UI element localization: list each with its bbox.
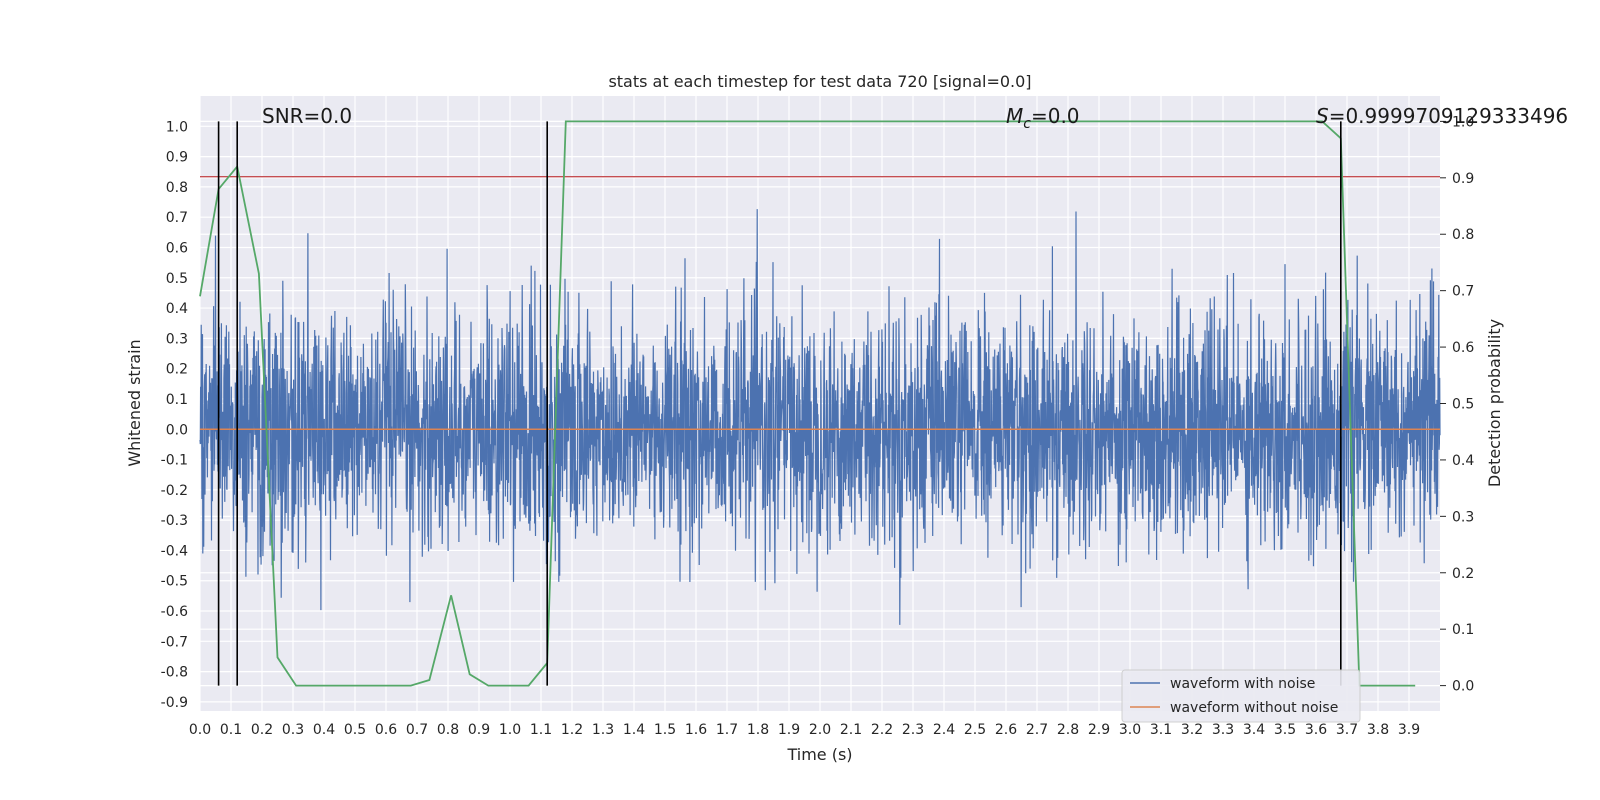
x-tick-label: 2.0 bbox=[809, 722, 831, 738]
x-tick-label: 0.8 bbox=[437, 722, 459, 738]
x-tick-label: 0.7 bbox=[406, 722, 428, 738]
y-tick-label: -0.5 bbox=[161, 574, 188, 590]
x-tick-label: 2.4 bbox=[933, 722, 955, 738]
x-tick-label: 0.3 bbox=[282, 722, 304, 738]
data-layer bbox=[199, 120, 1441, 687]
y-tick-label: 0.6 bbox=[166, 240, 188, 256]
y2-tick-label: 0.8 bbox=[1452, 227, 1474, 243]
x-tick-label: 3.7 bbox=[1336, 722, 1358, 738]
y2-tick-label: 0.1 bbox=[1452, 622, 1474, 638]
x-tick-label: 2.3 bbox=[902, 722, 924, 738]
x-tick-label: 1.1 bbox=[530, 722, 552, 738]
x-tick-label: 1.9 bbox=[778, 722, 800, 738]
x-tick-label: 3.3 bbox=[1212, 722, 1234, 738]
y-tick-label: 0.4 bbox=[166, 301, 188, 317]
mc-value: =0.0 bbox=[1031, 104, 1080, 128]
y2-tick-label: 1.0 bbox=[1452, 114, 1474, 130]
s-value: =0.9999709129333496 bbox=[1329, 104, 1568, 128]
y2-tick-label: 0.0 bbox=[1452, 679, 1474, 695]
x-tick-label: 3.8 bbox=[1367, 722, 1389, 738]
x-tick-label: 2.9 bbox=[1088, 722, 1110, 738]
y2-tick-label: 0.7 bbox=[1452, 284, 1474, 300]
y2-axis-label: Detection probability bbox=[1485, 319, 1504, 487]
s-symbol: S bbox=[1316, 104, 1329, 128]
y-tick-label: 0.1 bbox=[166, 392, 188, 408]
y-tick-label: 0.5 bbox=[166, 271, 188, 287]
x-tick-label: 0.2 bbox=[251, 722, 273, 738]
y-tick-label: 0.0 bbox=[166, 422, 188, 438]
x-tick-label: 3.6 bbox=[1305, 722, 1327, 738]
x-tick-label: 1.8 bbox=[747, 722, 769, 738]
mc-annotation: Mc=0.0 bbox=[1006, 104, 1080, 132]
s-annotation: S=0.9999709129333496 bbox=[1316, 104, 1568, 128]
legend-box bbox=[1121, 669, 1361, 723]
x-axis-label: Time (s) bbox=[786, 745, 852, 764]
y2-tick-label: 0.9 bbox=[1452, 171, 1474, 187]
y-tick-label: 0.8 bbox=[166, 180, 188, 196]
snr-annotation: SNR=0.0 bbox=[262, 104, 352, 128]
y-tick-label: -0.6 bbox=[161, 604, 188, 620]
series-waveform-with-noise bbox=[199, 209, 1441, 625]
x-tick-label: 0.0 bbox=[189, 722, 211, 738]
x-tick-label: 3.4 bbox=[1243, 722, 1265, 738]
y-tick-label: -0.7 bbox=[161, 634, 188, 650]
mc-symbol: M bbox=[1006, 104, 1023, 128]
y2-tick-label: 0.4 bbox=[1452, 453, 1474, 469]
legend-label-clean: waveform without noise bbox=[1170, 700, 1338, 716]
x-tick-label: 3.9 bbox=[1398, 722, 1420, 738]
x-tick-label: 1.5 bbox=[654, 722, 676, 738]
y-tick-label: -0.2 bbox=[161, 483, 188, 499]
x-tick-label: 2.2 bbox=[871, 722, 893, 738]
y-tick-label: -0.4 bbox=[161, 543, 188, 559]
y2-tick-label: 0.2 bbox=[1452, 566, 1474, 582]
y2-tick-label: 0.3 bbox=[1452, 509, 1474, 525]
x-tick-label: 1.6 bbox=[685, 722, 707, 738]
legend: waveform with noise waveform without noi… bbox=[1121, 669, 1361, 723]
legend-label-noise: waveform with noise bbox=[1170, 676, 1315, 692]
x-tick-label: 1.4 bbox=[623, 722, 645, 738]
x-tick-label: 1.7 bbox=[716, 722, 738, 738]
ticks: 0.0 0.1 0.2 0.3 0.4 0.5 0.6 0.7 0.8 0.9 1.0 1.1 1.2 1… bbox=[161, 114, 1475, 738]
x-tick-label: 3.2 bbox=[1181, 722, 1203, 738]
x-tick-label: 0.4 bbox=[313, 722, 335, 738]
y-tick-label: 0.2 bbox=[166, 362, 188, 378]
y-tick-label: -0.1 bbox=[161, 453, 188, 469]
x-tick-label: 2.8 bbox=[1057, 722, 1079, 738]
x-tick-label: 2.6 bbox=[995, 722, 1017, 738]
x-tick-label: 3.1 bbox=[1150, 722, 1172, 738]
y2-tick-label: 0.5 bbox=[1452, 397, 1474, 413]
x-tick-label: 1.3 bbox=[592, 722, 614, 738]
y-tick-label: -0.8 bbox=[161, 665, 188, 681]
y-tick-label: 0.7 bbox=[166, 210, 188, 226]
y-tick-label: 0.3 bbox=[166, 331, 188, 347]
x-tick-label: 0.1 bbox=[220, 722, 242, 738]
x-tick-label: 3.5 bbox=[1274, 722, 1296, 738]
y-tick-label: 1.0 bbox=[166, 119, 188, 135]
y-tick-label: 0.9 bbox=[166, 150, 188, 166]
x-tick-label: 0.9 bbox=[468, 722, 490, 738]
series-detection-probability bbox=[199, 120, 1416, 687]
x-tick-label: 1.0 bbox=[499, 722, 521, 738]
x-tick-label: 2.5 bbox=[964, 722, 986, 738]
x-tick-label: 2.7 bbox=[1026, 722, 1048, 738]
x-tick-label: 1.2 bbox=[561, 722, 583, 738]
x-tick-label: 0.5 bbox=[344, 722, 366, 738]
y-tick-label: -0.9 bbox=[161, 695, 188, 711]
x-tick-label: 2.1 bbox=[840, 722, 862, 738]
chart-title: stats at each timestep for test data 720… bbox=[608, 72, 1031, 91]
y-tick-label: -0.3 bbox=[161, 513, 188, 529]
y-axis-label: Whitened strain bbox=[125, 339, 144, 466]
y2-tick-label: 0.6 bbox=[1452, 340, 1474, 356]
x-tick-label: 0.6 bbox=[375, 722, 397, 738]
mc-subscript: c bbox=[1023, 116, 1031, 132]
x-tick-label: 3.0 bbox=[1119, 722, 1141, 738]
